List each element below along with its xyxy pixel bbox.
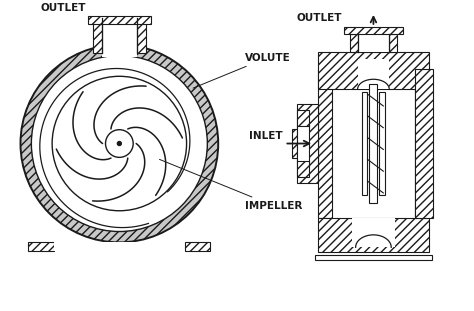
Text: VOLUTE: VOLUTE: [193, 53, 291, 88]
Bar: [297, 116, 309, 171]
Circle shape: [118, 142, 121, 146]
Bar: [28, 242, 54, 251]
Bar: [369, 84, 377, 203]
Text: INLET: INLET: [249, 131, 283, 141]
Circle shape: [20, 45, 218, 242]
Text: OUTLET: OUTLET: [296, 13, 342, 23]
Bar: [362, 92, 367, 195]
Bar: [297, 161, 309, 177]
Bar: [318, 69, 332, 218]
Circle shape: [52, 76, 187, 211]
Bar: [101, 21, 137, 57]
Bar: [318, 52, 429, 89]
Bar: [379, 92, 385, 195]
Circle shape: [31, 56, 207, 231]
Bar: [352, 218, 395, 247]
Bar: [297, 104, 318, 183]
Bar: [184, 242, 210, 251]
Bar: [88, 16, 151, 24]
Bar: [297, 126, 309, 161]
Bar: [357, 32, 389, 52]
Bar: [92, 21, 101, 53]
Bar: [54, 242, 177, 251]
Bar: [415, 69, 433, 218]
Bar: [415, 69, 429, 218]
Bar: [315, 255, 432, 260]
Bar: [297, 110, 309, 126]
Bar: [357, 59, 389, 89]
Bar: [350, 34, 357, 52]
Bar: [292, 129, 318, 158]
Bar: [344, 27, 403, 34]
Text: OUTLET: OUTLET: [40, 2, 86, 12]
Circle shape: [106, 130, 133, 157]
Bar: [389, 34, 397, 52]
Text: IMPELLER: IMPELLER: [159, 160, 302, 211]
Bar: [137, 21, 146, 53]
Bar: [318, 218, 429, 252]
